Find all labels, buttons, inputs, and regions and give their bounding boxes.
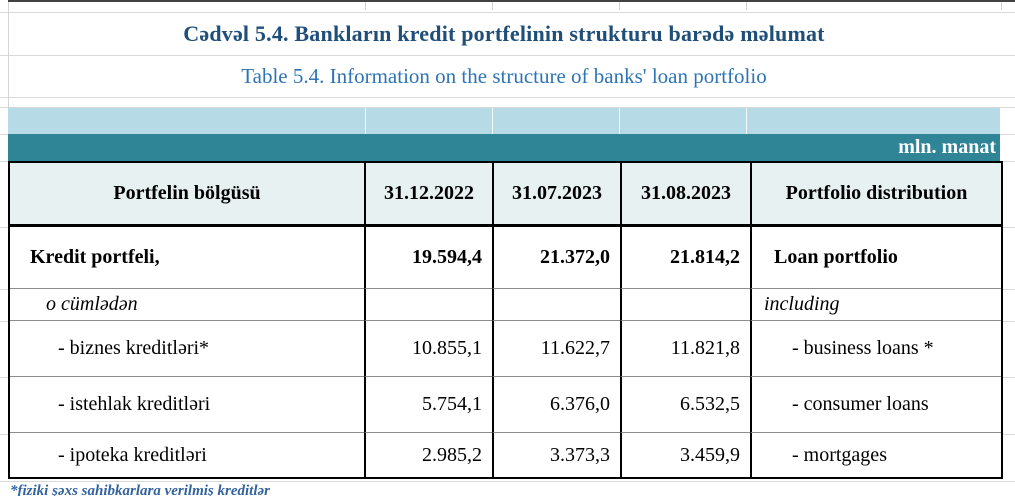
gridline bbox=[365, 0, 366, 10]
row-label-en: including bbox=[750, 288, 1001, 320]
top-border-line bbox=[8, 0, 1015, 2]
gridline bbox=[746, 0, 747, 10]
cell-value: 21.814,2 bbox=[620, 227, 750, 288]
table-title-en: Table 5.4. Information on the structure … bbox=[241, 63, 767, 88]
decor-band-light bbox=[8, 108, 1000, 134]
gridline bbox=[0, 55, 1015, 56]
header-date-2023-08: 31.08.2023 bbox=[620, 163, 750, 227]
band-gridline bbox=[365, 108, 366, 134]
cell-value: 5.754,1 bbox=[364, 376, 492, 432]
loan-portfolio-table: Portfelin bölgüsü 31.12.2022 31.07.2023 … bbox=[8, 161, 1003, 479]
row-label-az: - istehlak kreditləri bbox=[10, 376, 364, 432]
cell-value bbox=[364, 288, 492, 320]
table-title-az: Cədvəl 5.4. Bankların kredit portfelinin… bbox=[183, 21, 825, 46]
unit-band: mln. manat bbox=[8, 134, 1000, 161]
header-date-2023-07: 31.07.2023 bbox=[492, 163, 620, 227]
header-portfolio-az: Portfelin bölgüsü bbox=[10, 163, 364, 227]
gridline bbox=[0, 97, 1015, 98]
header-portfolio-en: Portfolio distribution bbox=[750, 163, 1001, 227]
cell-value: 21.372,0 bbox=[492, 227, 620, 288]
cell-value bbox=[620, 288, 750, 320]
gridline bbox=[492, 0, 493, 10]
cell-value: 19.594,4 bbox=[364, 227, 492, 288]
band-gridline bbox=[746, 108, 747, 134]
band-gridline bbox=[619, 108, 620, 134]
row-label-az: - ipoteka kreditləri bbox=[10, 432, 364, 477]
footnote-text: *fiziki şəxs sahibkarlara verilmiş kredi… bbox=[10, 483, 271, 496]
cell-value: 3.459,9 bbox=[620, 432, 750, 477]
row-label-en: - consumer loans bbox=[750, 376, 1001, 432]
row-label-az: - biznes kreditləri* bbox=[10, 320, 364, 376]
row-label-en: - business loans * bbox=[750, 320, 1001, 376]
gridline bbox=[0, 481, 1015, 482]
header-date-2022-12: 31.12.2022 bbox=[364, 163, 492, 227]
gridline bbox=[0, 12, 1015, 13]
cell-value: 6.532,5 bbox=[620, 376, 750, 432]
band-gridline bbox=[492, 108, 493, 134]
cell-value: 11.622,7 bbox=[492, 320, 620, 376]
row-label-en: Loan portfolio bbox=[750, 227, 1001, 288]
cell-value: 3.373,3 bbox=[492, 432, 620, 477]
row-label-en: - mortgages bbox=[750, 432, 1001, 477]
row-label-az: Kredit portfeli, bbox=[10, 227, 364, 288]
gridline bbox=[1001, 0, 1002, 10]
row-label-az: o cümlədən bbox=[10, 288, 364, 320]
unit-label: mln. manat bbox=[898, 136, 996, 158]
gridline bbox=[8, 0, 9, 161]
gridline bbox=[619, 0, 620, 10]
cell-value: 10.855,1 bbox=[364, 320, 492, 376]
gridline bbox=[0, 107, 1015, 108]
cell-value: 6.376,0 bbox=[492, 376, 620, 432]
cell-value: 11.821,8 bbox=[620, 320, 750, 376]
cell-value: 2.985,2 bbox=[364, 432, 492, 477]
cell-value bbox=[492, 288, 620, 320]
